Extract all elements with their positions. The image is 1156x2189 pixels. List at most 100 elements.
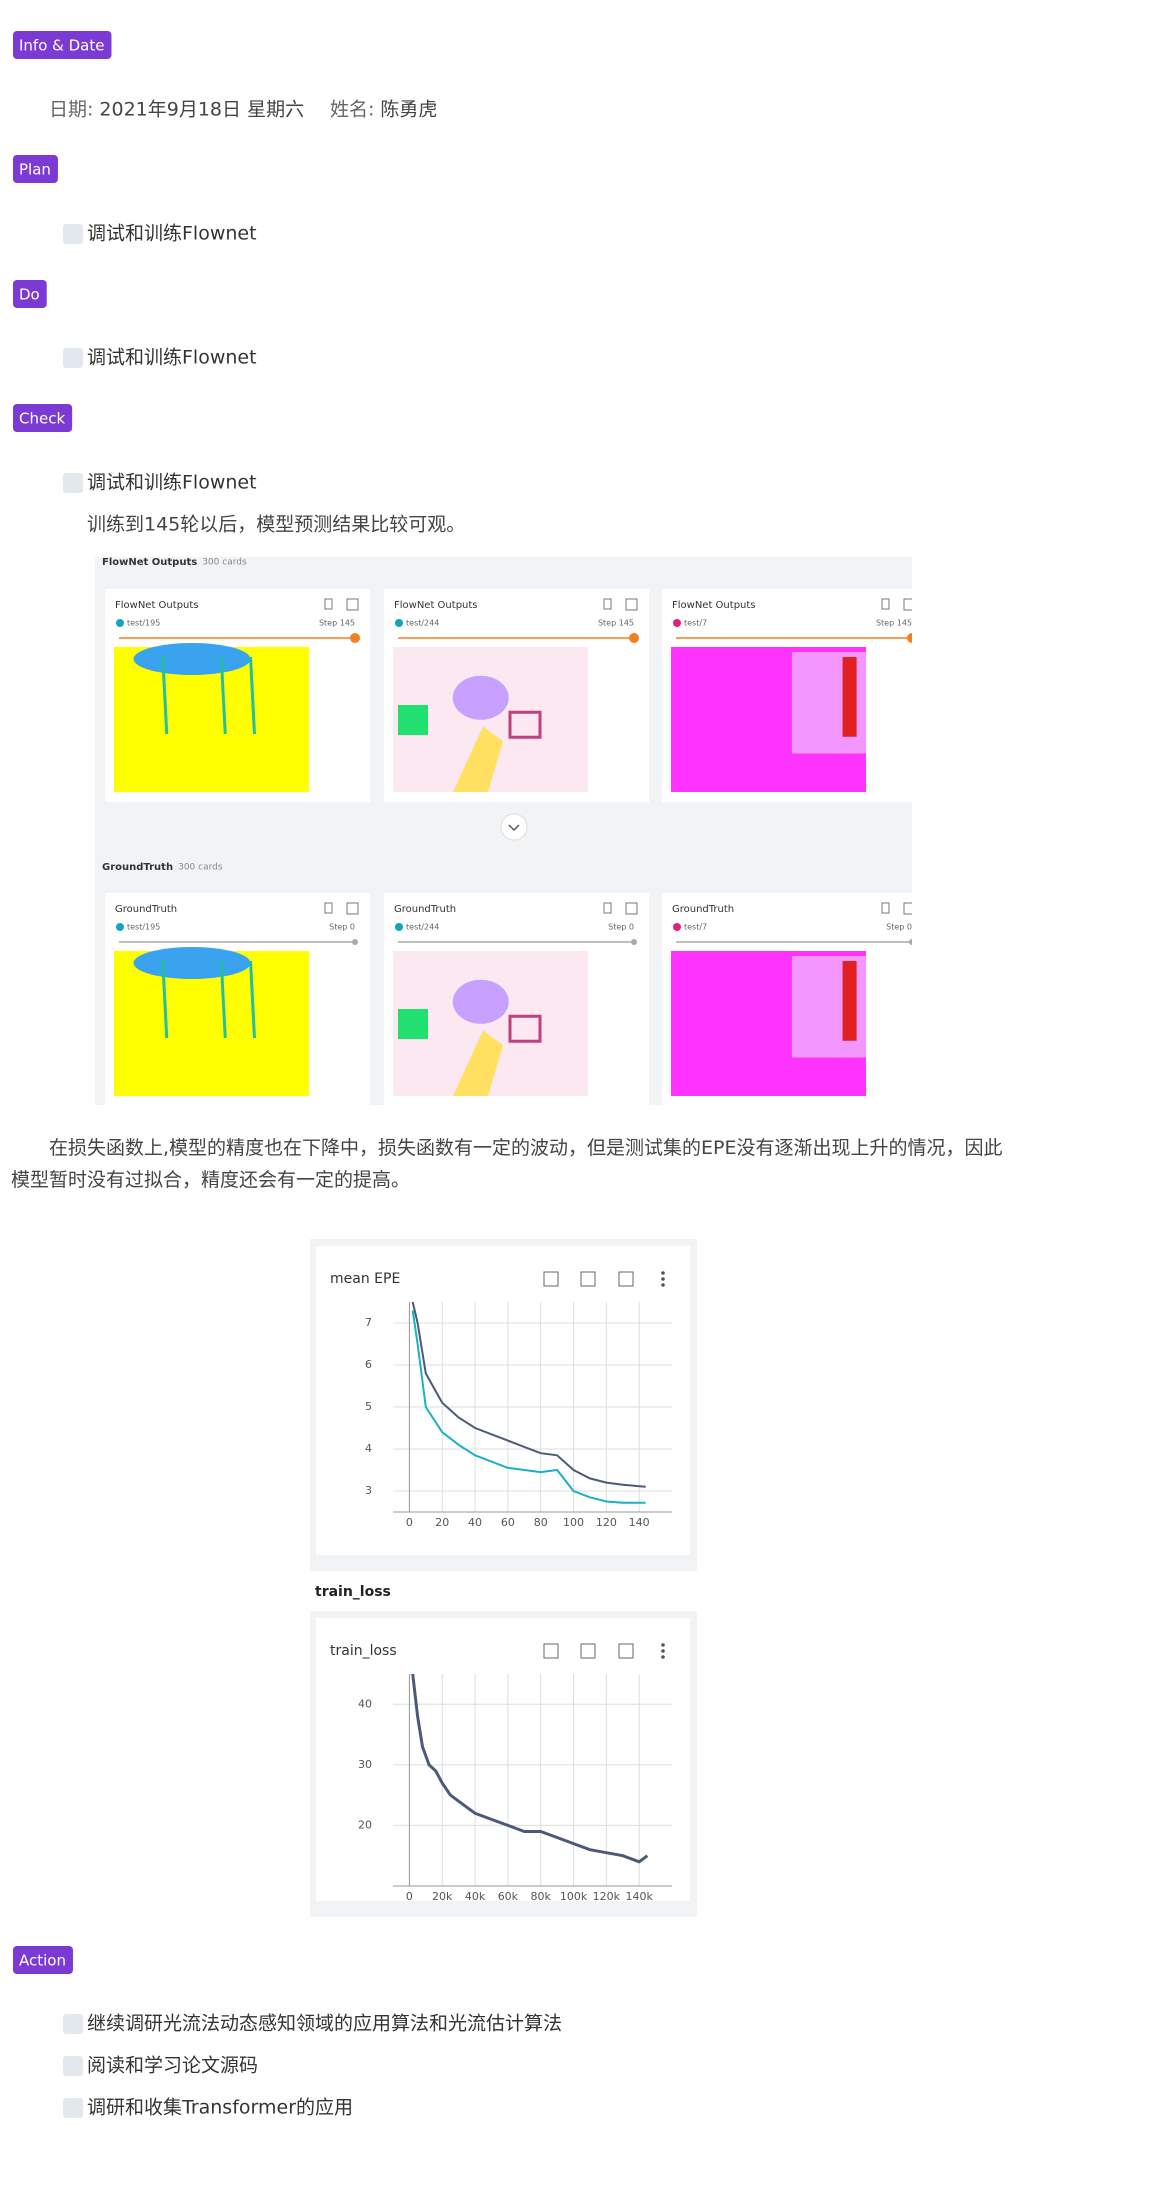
todo-item: 调试和训练Flownet — [87, 472, 257, 494]
chart-icon — [661, 1277, 665, 1281]
icon-expand — [625, 598, 638, 611]
image — [508, 710, 542, 739]
x-tick-label: 140k — [625, 1890, 653, 1903]
card-step: Step 0 — [329, 923, 355, 932]
chart-icon — [661, 1283, 665, 1287]
section-title: GroundTruth — [102, 862, 173, 873]
slider-knob — [629, 633, 639, 643]
card-title: GroundTruth — [115, 904, 177, 915]
icon-expand — [625, 902, 638, 915]
run-dot — [116, 619, 124, 627]
x-tick-label: 20 — [435, 1516, 449, 1529]
section-title: FlowNet Outputs — [102, 557, 197, 568]
x-tick-label: 0 — [406, 1516, 413, 1529]
image — [452, 675, 509, 720]
image — [453, 1030, 503, 1096]
tag — [13, 404, 73, 432]
section-count: 300 cards — [202, 558, 247, 568]
image — [249, 960, 256, 1039]
image — [842, 657, 857, 737]
y-tick-label: 4 — [365, 1442, 372, 1455]
tag-label: Check — [19, 410, 65, 428]
chart-icon — [661, 1655, 665, 1659]
image-panel — [95, 557, 912, 1105]
y-tick-label: 3 — [365, 1484, 372, 1497]
image — [398, 1009, 428, 1039]
image — [219, 656, 227, 735]
info-label: 姓名: — [330, 99, 374, 121]
icon-expand — [903, 902, 912, 915]
x-tick-label: 120k — [593, 1890, 621, 1903]
y-tick-label: 40 — [358, 1697, 372, 1710]
chart-icon — [618, 1271, 634, 1287]
card-title: GroundTruth — [394, 904, 456, 915]
chart-icon — [543, 1271, 559, 1287]
chart-title: mean EPE — [330, 1271, 400, 1287]
chart-caption: train_loss — [315, 1584, 391, 1600]
tag — [13, 280, 47, 308]
card-run: test/7 — [684, 619, 707, 628]
run-dot — [673, 923, 681, 931]
tag — [13, 31, 112, 59]
x-tick-label: 140 — [629, 1516, 650, 1529]
image — [133, 643, 251, 675]
section-count: 300 cards — [178, 863, 223, 873]
card-title: FlowNet Outputs — [672, 600, 756, 611]
icon-pin — [324, 598, 333, 610]
card-run: test/244 — [406, 923, 439, 932]
x-tick-label: 60k — [498, 1890, 519, 1903]
icon-expand — [346, 902, 359, 915]
chevron — [508, 824, 520, 832]
x-tick-label: 120 — [596, 1516, 617, 1529]
image — [161, 656, 169, 735]
run-dot — [673, 619, 681, 627]
x-tick-label: 80k — [531, 1890, 552, 1903]
tag-label: Info & Date — [19, 37, 104, 55]
chart-icon — [618, 1643, 634, 1659]
x-tick-label: 100k — [560, 1890, 588, 1903]
todo-item: 阅读和学习论文源码 — [87, 2055, 258, 2077]
tag — [13, 1946, 73, 1974]
checkbox — [63, 2014, 83, 2034]
slider-knob — [350, 633, 360, 643]
tag-label: Do — [19, 286, 40, 304]
y-tick-label: 30 — [358, 1758, 372, 1771]
chart-icon — [661, 1271, 665, 1275]
x-tick-label: 40k — [465, 1890, 486, 1903]
image — [508, 1014, 542, 1043]
tag — [13, 155, 58, 183]
run-dot — [395, 923, 403, 931]
card-step: Step 145 — [876, 619, 912, 628]
y-tick-label: 6 — [365, 1358, 372, 1371]
checkbox — [63, 224, 83, 244]
chart-icon — [661, 1649, 665, 1653]
image — [249, 656, 256, 735]
card-run: test/195 — [127, 923, 160, 932]
line-series — [411, 1310, 646, 1504]
card-title: FlowNet Outputs — [394, 600, 478, 611]
chart-icon — [580, 1643, 596, 1659]
icon-pin — [881, 902, 890, 914]
image — [398, 705, 428, 735]
tag-label: Action — [19, 1952, 66, 1970]
icon-expand — [903, 598, 912, 611]
tag-label: Plan — [19, 161, 51, 179]
todo-item: 调研和收集Transformer的应用 — [87, 2097, 353, 2119]
line-series — [411, 1302, 646, 1488]
x-tick-label: 40 — [468, 1516, 482, 1529]
chart-card — [316, 1618, 690, 1901]
run-dot — [116, 923, 124, 931]
card-run: test/7 — [684, 923, 707, 932]
y-tick-label: 20 — [358, 1818, 372, 1831]
image — [133, 947, 251, 979]
info-value: 陈勇虎 — [380, 99, 437, 121]
card-run: test/244 — [406, 619, 439, 628]
image — [842, 961, 857, 1041]
x-tick-label: 60 — [501, 1516, 515, 1529]
card-title: GroundTruth — [672, 904, 734, 915]
chart-icon — [543, 1643, 559, 1659]
icon-pin — [324, 902, 333, 914]
card-step: Step 0 — [608, 923, 634, 932]
